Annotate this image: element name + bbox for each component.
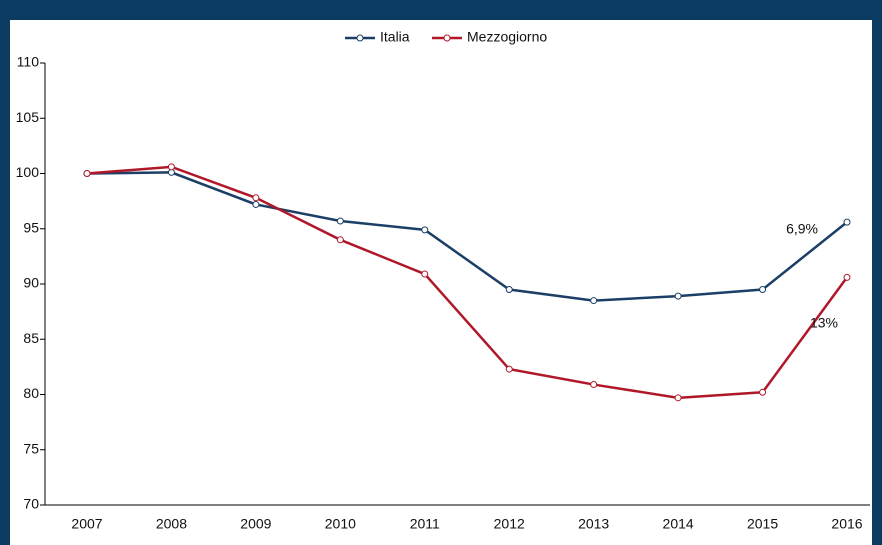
data-point — [252, 200, 260, 208]
x-tick-label: 2012 — [494, 516, 525, 532]
y-tick-label: 95 — [23, 219, 39, 235]
data-point — [759, 286, 767, 294]
annotation: 13% — [810, 315, 838, 331]
data-point — [590, 381, 598, 389]
y-tick-label: 100 — [16, 164, 40, 180]
data-point — [505, 365, 513, 373]
data-point — [421, 270, 429, 278]
x-tick-label: 2007 — [71, 516, 102, 532]
series-line — [86, 171, 848, 302]
x-tick-label: 2015 — [747, 516, 778, 532]
x-tick-label: 2010 — [325, 516, 356, 532]
data-point — [167, 163, 175, 171]
legend-label: Italia — [380, 29, 410, 45]
x-tick-label: 2016 — [831, 516, 862, 532]
data-point — [336, 217, 344, 225]
data-point — [83, 170, 91, 177]
data-point — [843, 218, 851, 226]
data-point — [505, 286, 513, 294]
data-point — [843, 273, 851, 281]
x-tick-label: 2008 — [156, 516, 187, 532]
y-tick-label: 110 — [17, 54, 40, 70]
legend-marker — [443, 34, 451, 42]
y-tick-label: 70 — [23, 496, 39, 512]
legend-marker — [356, 34, 364, 42]
plot-background — [10, 20, 872, 545]
y-tick-label: 105 — [16, 109, 40, 125]
x-tick-label: 2014 — [663, 516, 694, 532]
x-tick-label: 2011 — [410, 516, 440, 532]
data-point — [674, 292, 682, 300]
y-tick-label: 90 — [23, 275, 39, 291]
data-point — [590, 297, 598, 305]
x-tick-label: 2009 — [240, 516, 271, 532]
data-point — [252, 194, 260, 202]
y-tick-label: 85 — [23, 330, 39, 346]
y-tick-label: 80 — [23, 385, 39, 401]
data-point — [421, 226, 429, 234]
y-tick-label: 75 — [23, 440, 39, 456]
legend-label: Mezzogiorno — [467, 29, 547, 45]
data-point — [336, 236, 344, 244]
data-point — [759, 388, 767, 396]
annotation: 6,9% — [786, 221, 818, 237]
data-point — [674, 394, 682, 402]
series-line — [86, 165, 849, 400]
x-tick-label: 2013 — [578, 516, 609, 532]
